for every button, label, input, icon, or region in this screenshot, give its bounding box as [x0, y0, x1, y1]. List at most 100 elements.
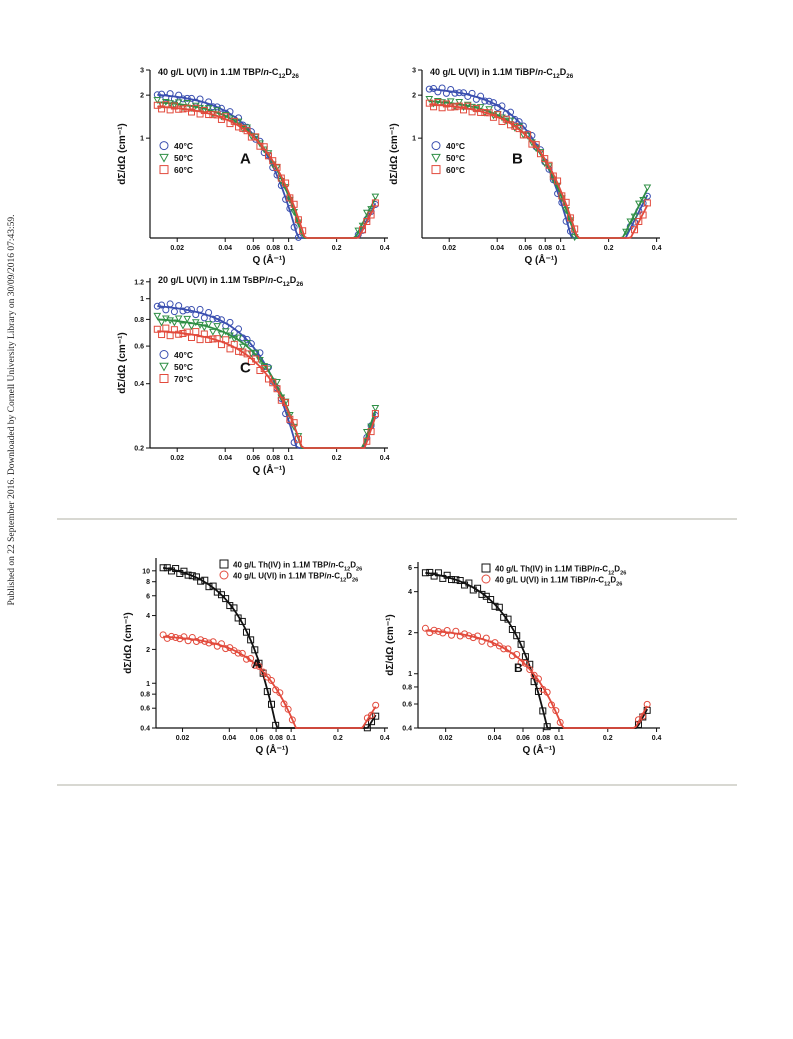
data-point	[541, 155, 549, 163]
x-tick-label: 0.02	[170, 455, 184, 462]
x-tick-label: 0.08	[536, 735, 550, 742]
data-point	[162, 93, 170, 101]
data-point	[200, 314, 208, 322]
y-tick-label: 2	[146, 647, 150, 654]
x-tick-label: 0.1	[554, 735, 564, 742]
y-tick-label: 0.6	[140, 706, 150, 713]
fit-line	[162, 566, 377, 729]
data-point	[174, 99, 183, 107]
data-point	[259, 668, 267, 676]
data-point	[166, 332, 174, 340]
x-tick-label: 0.06	[250, 735, 264, 742]
x-tick-label: 0.08	[266, 245, 280, 252]
section-divider-bottom	[57, 784, 737, 786]
legend-marker	[431, 141, 441, 151]
x-tick-label: 0.4	[380, 245, 390, 252]
legend-label: 40°C	[446, 141, 465, 151]
data-point	[491, 602, 499, 610]
x-tick-label: 0.04	[222, 735, 236, 742]
data-point	[513, 632, 521, 640]
legend-marker	[481, 574, 491, 584]
data-point	[174, 315, 183, 323]
x-tick-label: 0.2	[332, 455, 342, 462]
legend-marker	[159, 362, 169, 372]
data-point	[170, 101, 179, 109]
data-point	[371, 410, 379, 418]
y-tick-label: 10	[142, 568, 150, 575]
data-point	[443, 627, 451, 635]
data-point	[456, 632, 464, 640]
y-axis-label: dΣ/dΩ (cm⁻¹)	[117, 332, 128, 394]
data-point	[434, 88, 442, 96]
fit-line	[425, 571, 648, 729]
data-point	[243, 335, 251, 343]
x-tick-label: 0.4	[380, 735, 390, 742]
section-divider-top	[57, 518, 737, 520]
x-tick-label: 0.08	[266, 455, 280, 462]
data-point	[179, 322, 187, 330]
x-tick-label: 0.02	[442, 245, 456, 252]
data-point	[183, 315, 192, 323]
data-point	[273, 163, 281, 171]
series-2	[425, 99, 651, 239]
data-point	[264, 152, 272, 160]
legend-marker	[431, 153, 441, 163]
x-tick-label: 0.1	[286, 735, 296, 742]
y-tick-label: 1	[146, 681, 150, 688]
legend-marker	[159, 165, 169, 175]
chart-top-b: 0.02 0.04 0.06 0.08 0.1 0.2 0.4 1 2 3 Q (Å⁻¹) dΣ/dΩ…	[389, 67, 662, 266]
data-point	[176, 569, 184, 577]
legend-label: 40 g/L Th(IV) in 1.1M TBP/n-C12​D26​	[233, 561, 362, 573]
y-tick-label: 1	[140, 296, 144, 303]
x-tick-label: 0.02	[176, 735, 190, 742]
panel-letter: B	[512, 151, 523, 168]
data-point	[545, 161, 553, 169]
data-point	[460, 106, 468, 114]
data-point	[511, 122, 519, 130]
legend-marker	[159, 153, 169, 163]
legend-marker	[219, 570, 229, 580]
data-point	[179, 307, 187, 315]
data-point	[153, 312, 162, 320]
y-axis-label: dΣ/dΩ (cm⁻¹)	[389, 123, 400, 185]
y-tick-label: 6	[146, 593, 150, 600]
y-tick-label: 1	[412, 136, 416, 143]
data-point	[631, 226, 639, 234]
data-point	[288, 716, 296, 724]
legend-label: 40°C	[174, 141, 193, 151]
y-tick-label: 0.6	[134, 344, 144, 351]
y-tick-label: 0.4	[140, 726, 150, 733]
legend-label: 40 g/L Th(IV) in 1.1M TiBP/n-C12​D26​	[495, 565, 626, 577]
data-point	[188, 108, 196, 116]
data-point	[269, 157, 277, 165]
data-point	[371, 404, 380, 412]
data-point	[213, 107, 222, 115]
data-point	[188, 572, 196, 580]
series-2	[153, 101, 379, 239]
data-point	[556, 718, 564, 726]
x-tick-label: 0.1	[284, 245, 294, 252]
y-tick-label: 2	[412, 93, 416, 100]
y-tick-label: 0.2	[134, 446, 144, 453]
data-point	[359, 226, 367, 234]
y-axis-label: dΣ/dΩ (cm⁻¹)	[385, 614, 396, 676]
y-tick-label: 2	[140, 93, 144, 100]
series-1	[421, 624, 651, 729]
data-point	[163, 634, 171, 642]
data-point	[209, 328, 217, 336]
fit-line	[157, 105, 377, 239]
series-1	[159, 631, 380, 729]
data-point	[170, 308, 178, 316]
data-point	[443, 571, 451, 579]
data-point	[234, 334, 243, 342]
legend-label: 60°C	[446, 165, 465, 175]
data-point	[372, 712, 380, 720]
x-tick-label: 0.4	[652, 245, 662, 252]
data-point	[238, 343, 247, 351]
data-point	[430, 103, 438, 111]
data-point	[643, 184, 652, 192]
y-tick-label: 0.8	[140, 692, 150, 699]
x-tick-label: 0.04	[490, 245, 504, 252]
x-tick-label: 0.04	[218, 455, 232, 462]
data-point	[166, 300, 174, 308]
